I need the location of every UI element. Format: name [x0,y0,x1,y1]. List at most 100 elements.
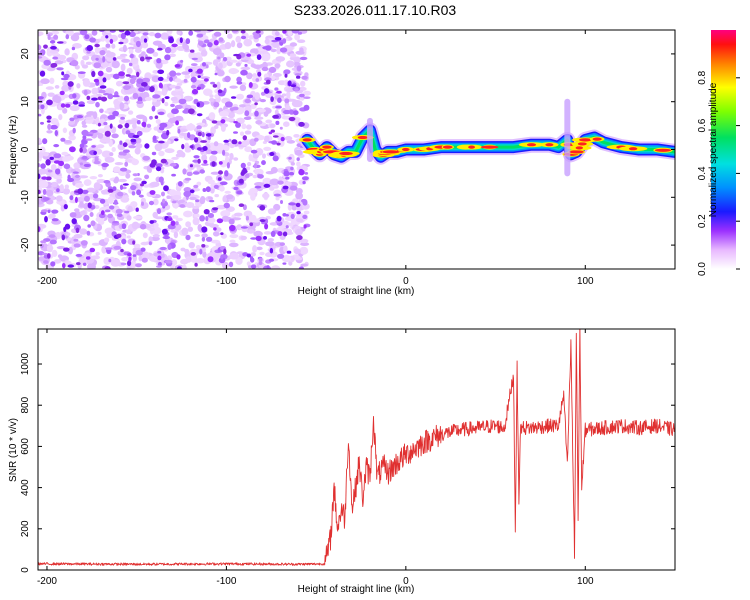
noise-speckle [197,132,202,137]
noise-speckle [207,136,211,141]
noise-speckle [231,30,239,33]
noise-speckle [233,131,238,134]
noise-speckle [271,140,278,145]
noise-speckle [144,96,152,101]
noise-speckle [158,82,163,89]
noise-speckle [117,95,124,102]
noise-speckle [225,155,230,164]
noise-speckle [175,91,185,95]
noise-speckle [53,175,63,180]
noise-speckle [92,111,98,120]
noise-speckle [66,155,74,161]
noise-speckle [287,203,293,211]
noise-speckle [276,90,282,94]
noise-speckle [109,205,115,210]
noise-speckle [203,88,213,96]
noise-speckle [46,199,54,205]
noise-speckle [296,211,301,215]
noise-speckle [54,95,62,104]
noise-speckle [64,140,72,144]
colorbar: 0.0 0.2 0.4 0.6 0.8 Normalized spectral ampl… [697,30,740,276]
noise-speckle [42,197,50,201]
noise-speckle [224,118,235,122]
noise-speckle [61,71,65,76]
noise-speckle [99,50,106,56]
noise-speckle [171,108,179,115]
noise-speckle [41,209,48,213]
noise-speckle [199,169,205,174]
noise-speckle [191,63,198,67]
noise-speckle [162,235,171,240]
noise-speckle [205,186,211,193]
snr-y-tick-label: 600 [20,438,31,455]
noise-speckle [283,222,294,227]
noise-speckle [91,97,98,101]
noise-speckle [155,61,163,69]
noise-speckle [74,208,80,213]
noise-speckle [86,45,94,52]
noise-speckle [199,197,206,205]
noise-speckle [69,195,74,201]
noise-speckle [97,122,101,127]
noise-speckle [38,163,41,168]
noise-speckle [274,87,279,91]
noise-speckle [180,59,184,63]
noise-speckle [210,126,216,135]
noise-speckle [216,70,225,77]
noise-speckle [149,220,154,224]
snr-x-tick-label: 100 [577,576,594,587]
noise-speckle [46,115,52,120]
noise-speckle [149,115,153,120]
noise-speckle [226,162,230,169]
noise-speckle [64,184,70,190]
noise-speckle [303,224,307,229]
noise-speckle [284,73,288,78]
noise-speckle [218,62,223,70]
noise-speckle [89,37,96,43]
noise-speckle [129,78,136,85]
noise-speckle [142,32,149,36]
noise-speckle [60,103,66,108]
noise-speckle [164,54,171,61]
noise-speckle [283,69,291,75]
noise-speckle [193,155,200,159]
noise-speckle [77,188,84,195]
spectrogram-y-tick-label: 10 [20,96,31,108]
noise-speckle [141,201,144,206]
noise-speckle [182,264,187,269]
noise-speckle [268,66,277,73]
noise-speckle [87,265,95,269]
noise-speckle [42,138,48,145]
noise-speckle [108,258,112,263]
noise-speckle [227,112,235,119]
noise-speckle [179,132,190,136]
noise-speckle [224,190,231,194]
noise-speckle [107,115,116,120]
noise-speckle [119,140,123,145]
noise-speckle [269,186,275,191]
noise-speckle [274,37,282,41]
spectrogram-x-tick-label: -100 [216,276,236,287]
noise-speckle [246,229,255,234]
noise-speckle [142,232,148,239]
noise-speckle [287,80,292,87]
noise-speckle [130,57,139,65]
noise-speckle [185,234,191,241]
noise-speckle [240,235,247,241]
noise-speckle [201,154,208,162]
noise-speckle [196,33,204,38]
noise-speckle [202,250,207,258]
noise-speckle [289,185,298,191]
noise-speckle [59,90,65,96]
noise-speckle [97,231,102,235]
noise-speckle [103,180,111,184]
noise-speckle [38,56,43,59]
ridge-hotspot-core [592,137,602,141]
noise-speckle [246,253,251,258]
noise-speckle [136,71,140,78]
noise-speckle [46,130,53,134]
noise-speckle [95,101,100,108]
noise-speckle [135,207,139,212]
noise-speckle [79,147,83,153]
